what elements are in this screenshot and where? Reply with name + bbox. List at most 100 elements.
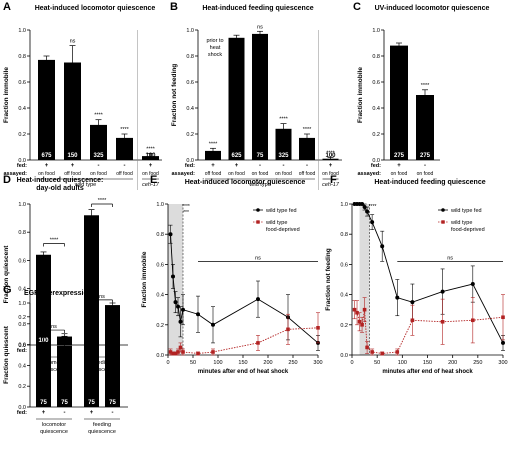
chart-subtitle: day-old adults [36,185,84,192]
data-point [181,307,185,312]
significance-label: **** [369,204,377,210]
data-point [173,351,178,356]
fed-sign: + [90,410,94,416]
fed-row-label: fed: [371,163,381,169]
sample-size-label: 675 [41,153,52,159]
data-point [352,307,357,312]
data-point [365,209,370,214]
y-axis-label: Fraction not feeding [171,64,178,127]
y-tick-label: 0.6 [186,80,194,86]
x-tick-label: 200 [263,360,272,366]
legend-label: wild type fed [450,208,482,214]
panel-letter: E [150,174,157,186]
sample-size-label: 275 [420,153,431,159]
data-point [370,220,375,225]
y-tick-label: 0.6 [18,80,26,86]
data-point [171,351,175,356]
data-point [440,289,445,294]
y-axis-label: Fraction not feeding [325,248,332,311]
bar [390,45,408,160]
assayed-row-label: assayed: [171,171,195,177]
y-tick-label: 0.0 [372,158,380,164]
bar [36,254,51,345]
y-tick-label: 0.4 [18,287,26,293]
y-tick-label: 0.2 [340,323,348,329]
annotation-text: prior to [206,38,223,44]
fed-row-label: fed: [17,348,27,354]
fed-sign: + [211,163,215,169]
y-tick-label: 1.0 [18,202,26,208]
fed-sign: - [306,163,308,169]
data-point [501,315,505,320]
x-tick-label: 150 [238,360,247,366]
legend-label: wild type fed [265,208,297,214]
data-point [168,350,173,354]
data-point [256,341,260,345]
bracket-label: ns [99,294,105,300]
legend-marker [441,220,445,224]
bar [64,62,81,160]
x-tick-label: 250 [288,360,297,366]
fed-sign: - [283,163,285,169]
panel-letter: B [170,1,178,13]
sample-size-label: 325 [278,153,289,159]
group-label-2: quiescence [88,367,116,373]
sample-size-label: 100 [302,153,313,159]
bar [416,95,434,160]
fed-sign: - [112,410,114,416]
chart-title: EGF overexpression [24,290,92,297]
annotation-text: shock [208,52,223,58]
sample-size-label: 75 [40,400,47,406]
group-label-2: quiescence [88,429,116,435]
sample-size-label: 325 [93,153,104,159]
data-point [211,322,215,327]
assayed-label: on food [417,171,434,177]
data-point [286,327,290,332]
data-point [410,300,415,305]
assayed-label: off food [205,171,222,177]
y-tick-label: 1.0 [18,28,26,34]
series-line [170,327,319,354]
chart-title: Heat-induced feeding quiescence [202,5,313,12]
group-label: locomotor [42,360,66,366]
x-tick-label: 200 [448,360,457,366]
significance-label: **** [303,127,312,133]
fed-row-label: fed: [17,163,27,169]
sample-size-label: 625 [231,153,242,159]
data-point [196,351,200,356]
panel-a: A Heat-induced locomotor quiescence 0.0 0.2… [3,1,162,190]
y-tick-label: 0.6 [18,258,26,264]
data-point [370,350,374,354]
panel-f: F Heat-induced feeding quiescence 0.0 0.2 0.… [325,174,508,375]
bracket-label: ns [51,324,57,330]
y-tick-label: 0.8 [156,232,164,238]
series-line [354,203,504,344]
fed-row-label: fed: [17,410,27,416]
fed-sign: - [424,163,426,169]
bar [36,342,51,407]
y-axis-label: Fraction immobile [3,67,10,123]
fed-sign: - [98,163,100,169]
y-tick-label: 0.8 [18,322,26,328]
data-point [501,340,505,345]
y-tick-label: 0.2 [18,315,26,321]
y-tick-label: 0.0 [18,158,26,164]
sample-size-label: 75 [61,400,68,406]
bar [90,124,107,160]
data-point [176,350,180,354]
y-axis-label: Fraction immobile [141,251,148,307]
fed-sign: + [235,163,239,169]
y-tick-label: 0.6 [340,262,348,268]
bar [57,345,72,407]
data-point [196,312,200,317]
bar [105,305,120,407]
x-tick-label: 250 [473,360,482,366]
bar [228,37,245,160]
shaded-window [168,204,183,355]
data-point [211,350,215,354]
significance-label: **** [120,127,129,133]
data-point [365,345,369,350]
chart-title: Heat-induced locomotor quiescence [185,179,306,186]
panel-e: E Heat-induced locomotor quiescence 0.0 0.2… [141,174,323,375]
bracket-label: **** [98,198,107,204]
